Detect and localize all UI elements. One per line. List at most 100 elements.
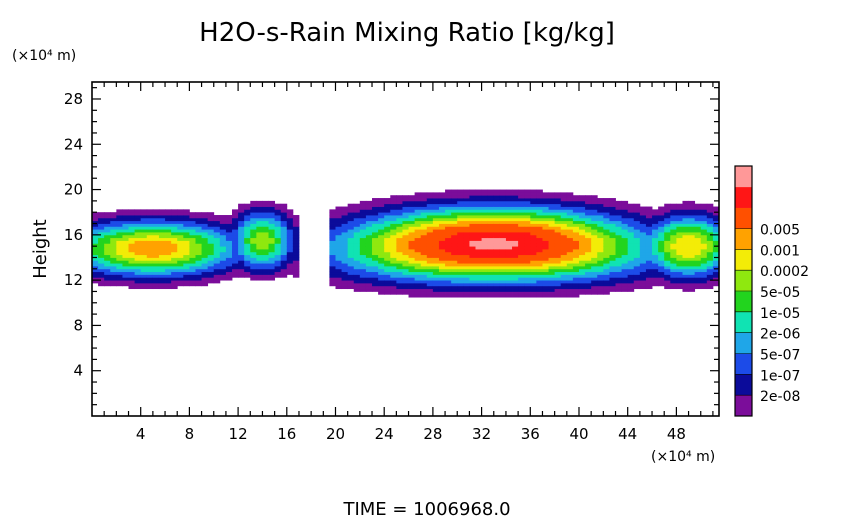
contour-cell [445,251,452,256]
contour-cell [408,212,416,216]
contour-cell [189,277,196,281]
contour-cell [609,209,616,213]
contour-cell [682,229,689,233]
contour-cell [280,229,288,233]
contour-cell [140,240,148,244]
contour-cell [171,237,178,241]
contour-cell [493,282,501,287]
contour-cell [548,294,556,298]
contour-cell [152,249,160,253]
contour-cell [578,263,586,267]
contour-cell [694,215,702,219]
contour-cell [378,277,385,281]
contour-cell [262,229,269,233]
contour-cell [390,215,397,219]
contour-cell [560,294,568,298]
contour-cell [475,206,482,210]
contour-cell [426,243,434,247]
contour-cell [694,268,702,273]
contour-cell [658,223,665,227]
contour-cell [335,215,342,219]
contour-cell [475,274,482,278]
contour-cell [213,240,221,244]
contour-cell [146,220,154,224]
colorbar-swatch [735,353,752,375]
contour-cell [694,277,702,281]
contour-cell [712,280,720,284]
contour-cell [110,237,117,241]
contour-cell [603,215,610,219]
contour-cell [688,215,696,219]
contour-cell [585,237,592,241]
contour-cell [499,234,507,239]
contour-cell [639,217,647,222]
contour-cell [250,260,257,264]
contour-cell [189,220,196,224]
contour-cell [122,251,129,256]
contour-cell [232,217,239,222]
contour-cell [566,240,574,244]
contour-cell [524,234,531,239]
x-tick-label: 4 [136,425,146,443]
contour-cell [493,195,501,199]
contour-cell [700,285,708,290]
contour-cell [183,260,190,264]
contour-cell [451,192,458,196]
contour-cell [682,232,689,236]
contour-cell [566,254,574,258]
contour-cell [652,243,659,247]
contour-cell [524,229,531,233]
contour-cell [390,203,397,207]
contour-cell [408,234,416,239]
contour-cell [670,254,677,258]
contour-cell [469,226,476,230]
contour-cell [542,240,549,244]
contour-cell [560,234,568,239]
contour-cell [219,257,227,261]
contour-cell [451,226,458,230]
contour-cell [274,263,282,267]
contour-cell [432,285,440,290]
contour-cell [682,215,689,219]
contour-cell [402,251,409,256]
contour-cell [384,203,391,207]
contour-cell [207,265,215,270]
contour-cell [670,234,677,239]
contour-cell [548,285,556,290]
contour-cell [530,288,537,292]
contour-cell [676,277,683,281]
contour-cell [591,220,598,224]
contour-cell [463,263,470,267]
contour-cell [256,215,263,219]
contour-cell [615,212,622,216]
contour-cell [225,257,233,261]
contour-cell [268,246,276,250]
contour-cell [426,234,434,239]
contour-cell [396,257,403,261]
contour-cell [566,246,574,250]
contour-cell [262,265,269,270]
contour-cell [134,285,142,290]
contour-cell [597,234,604,239]
contour-cell [712,232,720,236]
contour-cell [621,206,629,210]
contour-cell [518,195,525,199]
contour-cell [426,217,434,222]
contour-cell [353,212,361,216]
contour-cell [457,291,464,295]
contour-cell [694,209,702,213]
contour-cell [158,277,166,281]
contour-cell [536,237,543,241]
contour-cell [104,243,111,247]
contour-cell [372,249,379,253]
contour-cell [664,226,671,230]
contour-cell [274,212,282,216]
contour-cell [694,246,702,250]
contour-cell [274,237,282,241]
contour-cell [445,189,452,193]
contour-cell [469,249,476,253]
contour-cell [487,209,495,213]
contour-cell [171,260,178,264]
contour-cell [268,274,276,278]
contour-cell [572,257,580,261]
